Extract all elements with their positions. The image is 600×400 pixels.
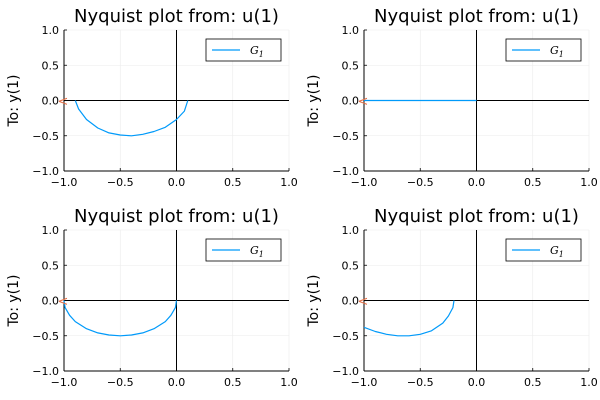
legend-box [505,238,582,262]
y-tick-label: 0.0 [342,295,360,308]
y-tick-label: 0.0 [342,95,360,108]
y-axis-label: To: y(1) [6,74,22,127]
x-tick-label: 0.0 [468,176,486,189]
y-tick-label: −1.0 [32,165,59,178]
chart-title: Nyquist plot from: u(1) [374,6,579,27]
critical-point-marker: < [58,95,69,110]
y-tick-label: 0.5 [342,259,360,272]
x-tick-label: 1.0 [580,176,598,189]
legend-label: G1 [550,44,564,59]
y-tick-label: 0.0 [42,295,60,308]
legend-label: G1 [250,44,264,59]
chart-title: Nyquist plot from: u(1) [74,206,279,227]
x-tick-label: −0.5 [107,376,134,389]
series-line-g1 [63,300,178,337]
legend-label: G1 [250,244,264,259]
chart-title: Nyquist plot from: u(1) [74,6,279,27]
x-tick-label: 0.5 [224,176,242,189]
y-tick-label: 1.0 [342,224,360,237]
y-tick-label: −1.0 [332,365,359,378]
series-line-g1 [74,100,189,137]
legend-label: G1 [550,244,564,259]
x-tick-label: 1.0 [280,176,298,189]
y-tick-label: −1.0 [32,365,59,378]
critical-point-marker: < [358,95,369,110]
y-tick-label: 1.0 [42,24,60,37]
nyquist-panel-1: −1.0 −0.5 0.0 0.5 1.0 −1.0 −0.5 0.0 0.5 1.0 Nyquis… [6,6,298,189]
y-tick-label: −0.5 [32,130,59,143]
x-tick-label: −1.0 [51,376,78,389]
nyquist-panel-2: −1.0 −0.5 0.0 0.5 1.0 −1.0 −0.5 0.0 0.5 1.0 Nyquis… [306,6,598,189]
legend-box [505,38,582,62]
x-tick-label: 1.0 [580,376,598,389]
chart-title: Nyquist plot from: u(1) [374,206,579,227]
x-tick-label: −1.0 [51,176,78,189]
x-tick-label: 0.5 [524,176,542,189]
y-tick-label: 0.5 [42,259,60,272]
y-tick-label: 0.0 [42,95,60,108]
legend-box [205,238,282,262]
x-tick-label: −0.5 [407,376,434,389]
nyquist-panel-4: −1.0 −0.5 0.0 0.5 1.0 −1.0 −0.5 0.0 0.5 1.0 Nyquis… [306,206,598,389]
y-tick-label: −0.5 [332,130,359,143]
y-axis-label: To: y(1) [306,74,322,127]
nyquist-panel-3: −1.0 −0.5 0.0 0.5 1.0 −1.0 −0.5 0.0 0.5 1.0 Nyquis… [6,206,298,389]
x-tick-label: 0.0 [168,376,186,389]
y-axis-label: To: y(1) [6,274,22,327]
critical-point-marker: < [358,295,369,310]
x-tick-label: 0.5 [524,376,542,389]
critical-point-marker: < [58,295,69,310]
y-tick-label: −1.0 [332,165,359,178]
y-tick-label: 1.0 [342,24,360,37]
x-tick-label: 0.0 [468,376,486,389]
x-tick-label: −0.5 [107,176,134,189]
x-tick-label: −1.0 [351,376,378,389]
y-tick-label: −0.5 [32,330,59,343]
x-tick-label: 0.5 [224,376,242,389]
y-tick-label: −0.5 [332,330,359,343]
y-tick-label: 0.5 [42,59,60,72]
y-tick-label: 1.0 [42,224,60,237]
series-line-g1 [363,300,455,337]
x-tick-label: −1.0 [351,176,378,189]
y-axis-label: To: y(1) [306,274,322,327]
y-tick-label: 0.5 [342,59,360,72]
x-tick-label: 1.0 [280,376,298,389]
x-tick-label: 0.0 [168,176,186,189]
x-tick-label: −0.5 [407,176,434,189]
legend-box [205,38,282,62]
